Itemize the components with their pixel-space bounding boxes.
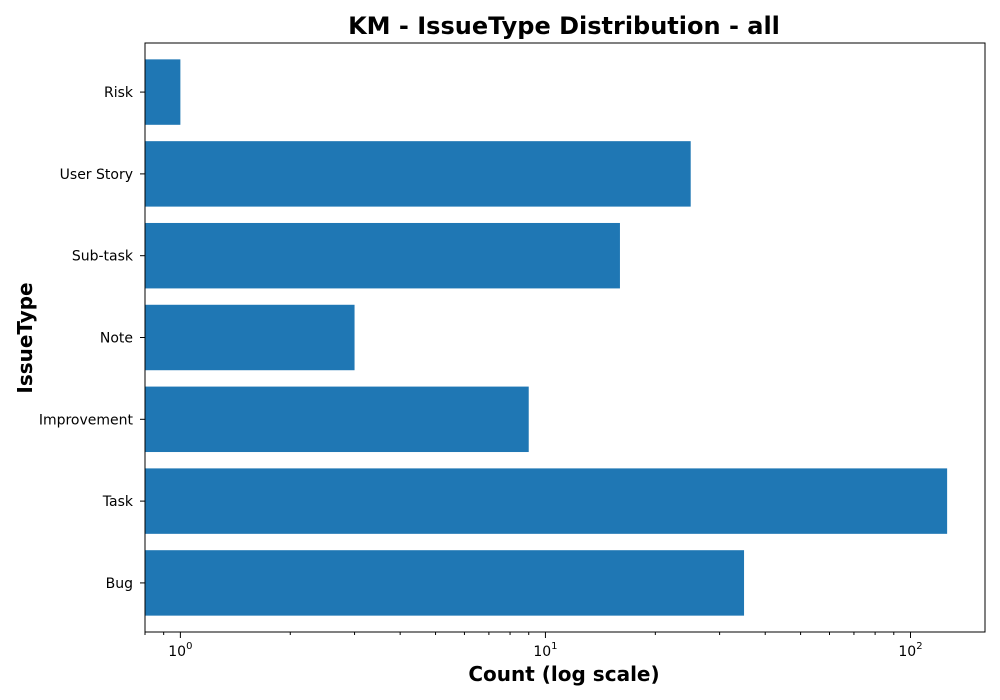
x-tick-label: 102 <box>898 641 922 660</box>
x-axis-label: Count (log scale) <box>468 662 659 686</box>
y-tick-label: Note <box>100 331 133 347</box>
bar-user-story <box>145 141 691 206</box>
x-tick-label: 101 <box>533 641 557 660</box>
y-axis-label: IssueType <box>13 282 37 393</box>
bar-bug <box>145 550 744 615</box>
y-tick-label: Risk <box>104 85 134 101</box>
y-tick-label: Sub-task <box>72 249 134 265</box>
bar-improvement <box>145 387 529 452</box>
bar-risk <box>145 59 180 124</box>
y-tick-label: Task <box>102 494 134 510</box>
y-tick-label: Improvement <box>39 412 134 428</box>
bars-group <box>145 59 947 615</box>
bar-sub-task <box>145 223 620 288</box>
bar-task <box>145 468 947 533</box>
bar-note <box>145 305 355 370</box>
y-tick-label: Bug <box>106 576 133 592</box>
y-tick-label: User Story <box>60 167 133 183</box>
x-axis-ticks: 100 101 102 <box>145 632 923 660</box>
x-tick-label: 100 <box>168 641 192 660</box>
y-axis-ticks: Bug Task Improvement Note Sub-task User Story… <box>39 85 145 592</box>
chart-title: KM - IssueType Distribution - all <box>348 12 780 40</box>
